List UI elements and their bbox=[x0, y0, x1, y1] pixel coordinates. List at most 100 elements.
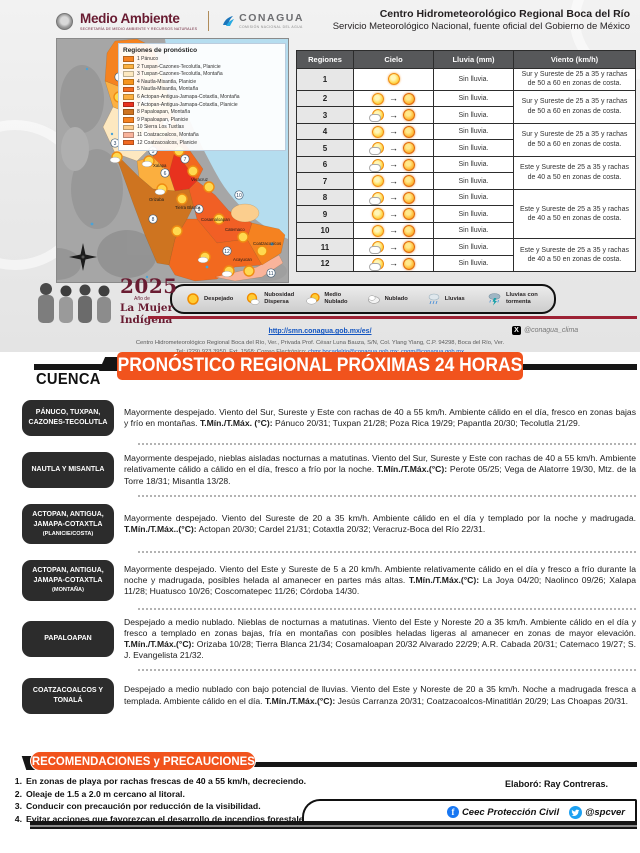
svg-text:Orizaba: Orizaba bbox=[149, 197, 165, 202]
legend-item: 11 Coatzacoalcos, Montaña bbox=[123, 132, 281, 138]
sun-icon bbox=[403, 109, 415, 122]
sky-cell: → bbox=[353, 221, 434, 240]
arrow-right-icon: → bbox=[389, 258, 398, 269]
table-row: 4 → Sin lluvia. Sur y Sureste de 25 a 35… bbox=[296, 122, 636, 157]
region-number: 8 bbox=[296, 188, 354, 207]
sun-icon bbox=[387, 73, 400, 86]
conagua-wave-icon bbox=[223, 16, 235, 26]
sun-icon bbox=[372, 175, 384, 188]
regional-forecast-table: Regiones Cielo Lluvia (mm) Viento (km/h)… bbox=[296, 50, 636, 273]
region-number: 5 bbox=[296, 139, 354, 157]
legend-medio-nublado: Medio Nublado bbox=[306, 292, 358, 306]
cloud-sun-icon bbox=[369, 241, 384, 255]
table-row: 2 → Sin lluvia. Sur y Sureste de 25 a 35… bbox=[296, 89, 636, 124]
cloud-sun-icon bbox=[369, 142, 384, 156]
legend-nubosidad-dispersa: Nubosidad Dispersa bbox=[246, 292, 298, 306]
arrow-right-icon: → bbox=[389, 126, 398, 137]
wind-cell: Sur y Sureste de 25 a 35 y rachas de 50 … bbox=[513, 68, 636, 91]
col-regiones: Regiones bbox=[296, 50, 354, 69]
forecast-block-panuco: PÁNUCO, TUXPAN, CAZONES-TECOLUTLA Mayorm… bbox=[22, 394, 636, 442]
legend-swatch bbox=[123, 117, 134, 123]
sun-icon bbox=[403, 224, 415, 237]
cloud-sun-icon bbox=[369, 109, 384, 123]
sky-cell: → bbox=[353, 139, 434, 157]
svg-text:12: 12 bbox=[224, 249, 230, 255]
maroon-divider bbox=[148, 316, 637, 319]
wind-cell: Este y Sureste de 25 a 35 y rachas de 40… bbox=[513, 188, 636, 240]
legend-item: 2 Tuxpan-Cazones-Tecolutla, Planicie bbox=[123, 64, 281, 70]
dotted-separator bbox=[138, 551, 636, 554]
forecast-text: Despejado a medio nublado con bajo poten… bbox=[124, 684, 636, 706]
arrow-right-icon: → bbox=[389, 159, 398, 170]
x-social[interactable]: X @conagua_clima bbox=[512, 326, 578, 335]
phone-email-line: Tel: (229) 923 3950, Ext. 1568; Correo E… bbox=[110, 349, 530, 352]
sun-icon bbox=[403, 257, 415, 270]
nublado-icon bbox=[367, 295, 380, 304]
wind-cell: Sur y Sureste de 25 a 35 y rachas de 50 … bbox=[513, 122, 636, 157]
list-item: 2. Oleaje de 1.5 a 2.0 m cercano al litor… bbox=[14, 788, 185, 799]
medio-ambiente-seal-icon bbox=[56, 12, 73, 30]
legend-nublado: Nublado bbox=[367, 292, 419, 306]
table-row: 8 → Sin lluvia. Este y Sureste de 25 a 3… bbox=[296, 188, 636, 240]
indigenous-women-photo bbox=[38, 283, 111, 324]
address-line: Centro Hidrometeorológico Regional Boca … bbox=[135, 339, 505, 346]
table-row: 10 → Sin lluvia. bbox=[296, 221, 636, 240]
list-item: 1. En zonas de playa por rachas frescas d… bbox=[14, 776, 307, 786]
col-viento: Viento (km/h) bbox=[513, 50, 636, 69]
rain-cell: Sin lluvia. bbox=[433, 221, 514, 240]
twitter-icon bbox=[569, 805, 583, 819]
recommendations-list: 1. En zonas de playa por rachas frescas d… bbox=[10, 775, 515, 825]
sun-icon bbox=[403, 175, 415, 188]
author-credit: Elaboró: Ray Contreras. bbox=[505, 779, 609, 789]
facebook-link[interactable]: f Ceec Protección Civil bbox=[446, 806, 559, 818]
logo-divider bbox=[208, 11, 210, 31]
sun-icon bbox=[403, 208, 415, 221]
legend-swatch bbox=[123, 86, 134, 93]
header-logos: Medio Ambiente SECRETARÍA DE MEDIO AMBIE… bbox=[56, 11, 304, 31]
conagua-subtitle: COMISIÓN NACIONAL DEL AGUA bbox=[239, 25, 303, 29]
table-row: 3 → Sin lluvia. bbox=[296, 106, 636, 124]
sky-cell: → bbox=[353, 205, 434, 223]
table-row: 11 → Sin lluvia. Este y Sureste de 25 a … bbox=[296, 238, 636, 273]
sky-cell: → bbox=[353, 106, 434, 124]
x-handle[interactable]: @conagua_clima bbox=[524, 327, 579, 334]
sun-icon bbox=[403, 191, 415, 204]
email-link-2[interactable]: cpgm@conagua.gob.mx bbox=[401, 348, 464, 352]
legend-swatch bbox=[123, 132, 134, 138]
forecast-regions-map: 1 2 3 4 5 6 7 8 9 10 11 12 Pánuco Tuxpan bbox=[33, 38, 289, 283]
year-tagline: Año de bbox=[134, 296, 150, 302]
table-row: 1 Sin lluvia. Sur y Sureste de 25 a 35 y… bbox=[296, 68, 636, 91]
lluvias-icon bbox=[428, 293, 440, 305]
legend-lluvias: Lluvias bbox=[427, 292, 479, 306]
arrow-right-icon: → bbox=[389, 93, 398, 104]
forecast-block-actopan-montana: ACTOPAN, ANTIGUA, JAMAPA-COTAXTLA (MONTAÑ… bbox=[22, 554, 636, 606]
rain-cell: Sin lluvia. bbox=[433, 89, 514, 108]
svg-text:Cosamaloapan: Cosamaloapan bbox=[201, 217, 231, 222]
legend-swatch bbox=[123, 101, 134, 108]
arrow-right-icon: → bbox=[389, 142, 398, 153]
sky-cell bbox=[353, 68, 434, 91]
legend-swatch bbox=[123, 71, 134, 77]
list-item: 4. Evitar acciones que favorezcan el desa… bbox=[14, 813, 409, 824]
year-line2: Indígena bbox=[120, 313, 173, 326]
wind-cell: Sur y Sureste de 25 a 35 y rachas de 50 … bbox=[513, 89, 636, 124]
svg-text:11: 11 bbox=[268, 271, 273, 277]
twitter-link[interactable]: @spcver bbox=[569, 805, 625, 819]
legend-swatch bbox=[123, 79, 134, 85]
region-number: 2 bbox=[296, 89, 354, 108]
email-link-1[interactable]: chmr.bocadelrio@conagua.gob.mx bbox=[308, 348, 398, 352]
legend-swatch bbox=[123, 139, 134, 146]
smn-url-link[interactable]: http://smn.conagua.gob.mx/es/ bbox=[268, 328, 372, 335]
social-footer: f Ceec Protección Civil @spcver bbox=[302, 799, 637, 823]
legend-item: 8 Papaloapan, Montaña bbox=[123, 109, 281, 115]
sky-cell: → bbox=[353, 238, 434, 256]
legend-item: 4 Nautla-Misantla, Planicie bbox=[123, 79, 281, 85]
year-banner: 2025 Año de La Mujer Indígena bbox=[34, 276, 178, 326]
table-row: 9 → Sin lluvia. bbox=[296, 205, 636, 223]
forecast-block-actopan-planicie: ACTOPAN, ANTIGUA, JAMAPA-COTAXTLA (PLANIC… bbox=[22, 498, 636, 550]
dotted-separator bbox=[138, 668, 636, 671]
recommendations-banner: RECOMENDACIONES y PRECAUCIONES bbox=[30, 751, 256, 771]
sky-condition-legend: Despejado Nubosidad Dispersa Medio Nubla… bbox=[170, 284, 556, 314]
svg-text:5: 5 bbox=[152, 149, 155, 155]
